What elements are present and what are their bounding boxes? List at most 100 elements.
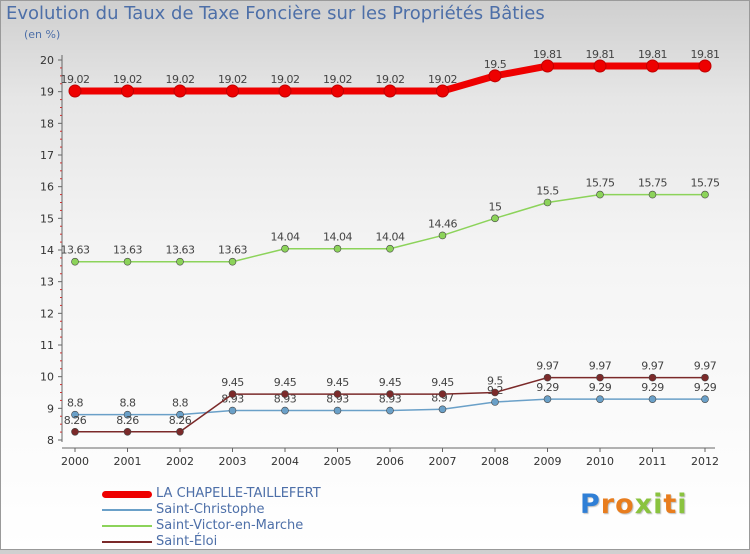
x-tick-label: 2007 bbox=[429, 455, 457, 468]
data-point bbox=[226, 84, 239, 98]
data-point bbox=[123, 427, 132, 436]
x-tick-label: 2004 bbox=[271, 455, 299, 468]
data-label: 9.29 bbox=[589, 381, 612, 394]
y-tick-label: 11 bbox=[40, 339, 54, 352]
x-tick-label: 2000 bbox=[61, 455, 89, 468]
data-point bbox=[438, 231, 447, 240]
data-label: 19.81 bbox=[533, 48, 562, 61]
data-label: 19.02 bbox=[323, 73, 352, 86]
data-label: 8.26 bbox=[64, 414, 87, 427]
data-label: 8.26 bbox=[169, 414, 192, 427]
data-label: 9.45 bbox=[221, 376, 244, 389]
data-label: 8.8 bbox=[172, 397, 188, 410]
legend-swatch bbox=[102, 525, 152, 527]
logo-letter: x bbox=[634, 489, 654, 520]
data-label: 13.63 bbox=[61, 244, 90, 257]
data-label: 9.97 bbox=[589, 360, 612, 373]
y-tick-label: 13 bbox=[40, 276, 54, 289]
chart-title: Evolution du Taux de Taxe Foncière sur l… bbox=[6, 3, 545, 24]
series-1: 19.02 19.02 19.02 19.02 19.02 19.02 19.02 19.02… bbox=[61, 48, 720, 98]
data-point bbox=[228, 257, 237, 266]
legend-label: Saint-Victor-en-Marche bbox=[156, 518, 304, 533]
data-label: 8.93 bbox=[326, 393, 349, 406]
data-point bbox=[176, 410, 184, 419]
legend-label: Saint-Christophe bbox=[156, 502, 265, 517]
data-point bbox=[228, 406, 237, 415]
logo-letter: i bbox=[677, 489, 688, 520]
data-point bbox=[596, 395, 604, 403]
data-label: 19.02 bbox=[61, 73, 90, 86]
data-point bbox=[71, 427, 79, 436]
data-point bbox=[331, 84, 344, 98]
y-tick-label: 17 bbox=[40, 149, 54, 162]
data-label: 8.93 bbox=[221, 393, 244, 406]
data-label: 8.8 bbox=[120, 397, 136, 410]
data-label: 14.04 bbox=[376, 231, 405, 244]
data-label: 9.45 bbox=[326, 376, 349, 389]
x-tick-label: 2005 bbox=[324, 455, 352, 468]
data-point bbox=[228, 390, 237, 398]
data-label: 9.45 bbox=[431, 376, 454, 389]
data-point bbox=[386, 390, 394, 398]
data-point bbox=[333, 390, 342, 398]
data-point bbox=[436, 84, 449, 98]
data-label: 9.45 bbox=[274, 376, 297, 389]
data-point bbox=[701, 190, 709, 199]
data-point bbox=[438, 405, 447, 414]
data-point bbox=[68, 84, 82, 98]
data-point bbox=[123, 257, 132, 266]
data-label: 14.04 bbox=[323, 231, 352, 244]
data-label: 9.97 bbox=[641, 360, 664, 373]
y-tick-label: 8 bbox=[47, 434, 54, 447]
data-point bbox=[543, 198, 552, 207]
legend-label: LA CHAPELLE-TAILLEFERT bbox=[156, 486, 321, 501]
data-label: 9.29 bbox=[641, 381, 664, 394]
data-label: 8.26 bbox=[116, 414, 139, 427]
data-point bbox=[491, 388, 499, 397]
data-point bbox=[438, 390, 447, 398]
data-label: 19.02 bbox=[428, 73, 457, 86]
data-point bbox=[648, 190, 657, 199]
data-label: 15.75 bbox=[586, 177, 615, 190]
data-point bbox=[281, 244, 289, 253]
logo-letter: o bbox=[615, 489, 635, 520]
data-point bbox=[596, 190, 604, 199]
data-point bbox=[281, 406, 289, 415]
data-point bbox=[541, 59, 554, 73]
data-point bbox=[281, 390, 289, 398]
data-label: 13.63 bbox=[113, 244, 142, 257]
series-4: 8.26 8.26 8.26 9.45 9.45 9.45 9.45 9.45 9.5 9.97 9… bbox=[64, 360, 717, 436]
data-label: 8.8 bbox=[67, 397, 83, 410]
logo-letter: t bbox=[663, 489, 678, 520]
data-point bbox=[698, 59, 712, 73]
x-tick-label: 2002 bbox=[166, 455, 194, 468]
data-label: 19.02 bbox=[113, 73, 142, 86]
data-point bbox=[176, 257, 184, 266]
y-tick-label: 18 bbox=[40, 117, 54, 130]
y-tick-label: 12 bbox=[40, 307, 54, 320]
series-3: 13.63 13.63 13.63 13.63 14.04 14.04 14.04 14.46… bbox=[61, 177, 720, 266]
legend-swatch bbox=[102, 541, 152, 543]
x-tick-label: 2008 bbox=[481, 455, 509, 468]
data-point bbox=[648, 373, 657, 382]
x-tick-label: 2009 bbox=[534, 455, 562, 468]
data-label: 9.97 bbox=[536, 360, 559, 373]
y-tick-label: 14 bbox=[40, 244, 54, 257]
data-label: 19.81 bbox=[691, 48, 720, 61]
unit-label: (en %) bbox=[24, 28, 61, 41]
y-tick-label: 15 bbox=[40, 212, 54, 225]
data-label: 19.81 bbox=[586, 48, 615, 61]
data-label: 19.5 bbox=[484, 58, 507, 71]
data-label: 15.5 bbox=[536, 185, 559, 198]
data-point bbox=[543, 395, 552, 403]
data-point bbox=[71, 410, 79, 419]
x-tick-label: 2010 bbox=[586, 455, 614, 468]
logo-letter: P bbox=[580, 489, 601, 520]
data-label: 9.5 bbox=[487, 375, 503, 388]
data-point bbox=[701, 395, 709, 403]
data-point bbox=[491, 398, 499, 406]
y-tick-label: 10 bbox=[40, 371, 54, 384]
data-label: 15.75 bbox=[691, 177, 720, 190]
data-label: 9.45 bbox=[379, 376, 402, 389]
